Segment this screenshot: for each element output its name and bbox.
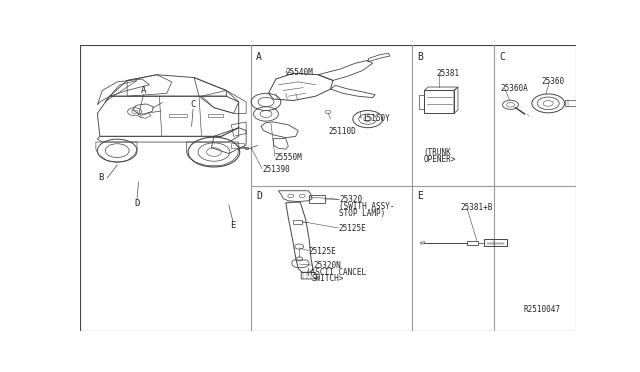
Text: 25550M: 25550M <box>275 153 303 162</box>
Text: 15150Y: 15150Y <box>362 114 390 123</box>
Text: 25110D: 25110D <box>328 127 356 136</box>
Text: A: A <box>256 52 262 62</box>
Text: 25381+B: 25381+B <box>461 203 493 212</box>
Text: E: E <box>417 191 423 201</box>
Text: D: D <box>134 199 140 208</box>
Bar <box>467 241 478 244</box>
Text: 25540M: 25540M <box>286 68 314 77</box>
Text: 25320N: 25320N <box>314 261 341 270</box>
Text: (SWITH ASSY-: (SWITH ASSY- <box>339 202 395 211</box>
Bar <box>419 95 424 109</box>
Text: STOP LAMP): STOP LAMP) <box>339 209 386 218</box>
Text: (TRUNK: (TRUNK <box>424 148 451 157</box>
Text: E: E <box>230 221 236 230</box>
Text: 25320: 25320 <box>339 195 362 204</box>
Text: A: A <box>141 86 146 95</box>
Text: 25125E: 25125E <box>308 247 336 256</box>
Bar <box>208 114 223 117</box>
Bar <box>231 144 244 148</box>
Text: 25360: 25360 <box>541 77 564 86</box>
Text: SWITCH>: SWITCH> <box>312 274 344 283</box>
Text: 25381: 25381 <box>436 69 460 78</box>
Text: 25125E: 25125E <box>339 224 366 233</box>
Text: 251390: 251390 <box>262 165 290 174</box>
Bar <box>309 195 325 203</box>
Bar <box>293 219 302 224</box>
Text: D: D <box>256 191 262 201</box>
Text: B: B <box>417 52 423 62</box>
Text: 25360A: 25360A <box>500 84 529 93</box>
Bar <box>169 114 187 117</box>
Text: (ASCII CANCEL: (ASCII CANCEL <box>306 267 366 276</box>
Bar <box>424 90 454 113</box>
Text: C: C <box>499 52 505 62</box>
Text: R2510047: R2510047 <box>524 305 561 314</box>
Text: OPENER>: OPENER> <box>424 155 456 164</box>
Text: C: C <box>191 100 196 109</box>
Bar <box>484 239 507 246</box>
Text: B: B <box>99 173 104 182</box>
